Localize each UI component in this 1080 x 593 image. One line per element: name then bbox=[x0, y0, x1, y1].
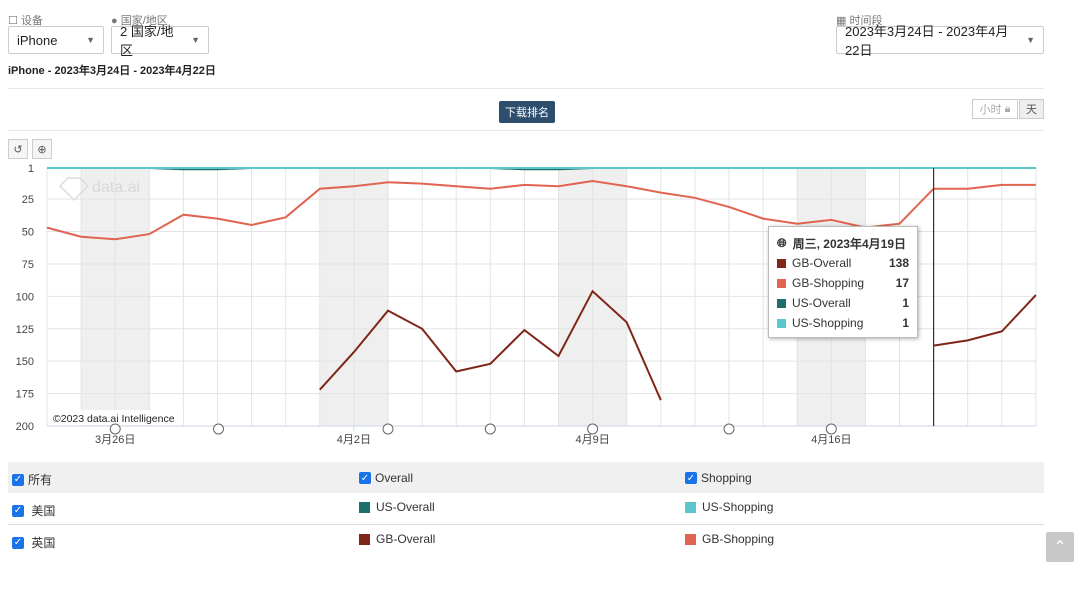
day-toggle-button[interactable]: 天 bbox=[1019, 99, 1044, 119]
lock-icon: 🔒︎ bbox=[1004, 102, 1011, 115]
watermark-logo-icon bbox=[58, 177, 90, 202]
device-icon: ☐ bbox=[8, 15, 18, 27]
region-select[interactable]: 2 国家/地区 ▼ bbox=[111, 24, 209, 58]
divider bbox=[8, 88, 1044, 89]
tooltip-row: GB-Shopping 17 bbox=[777, 273, 909, 293]
zoom-icon[interactable]: ⊕ bbox=[32, 139, 52, 159]
annotation-pin-icon bbox=[382, 423, 394, 435]
reset-icon[interactable]: ↺ bbox=[8, 139, 28, 159]
y-tick-label: 175 bbox=[16, 389, 34, 401]
region-label: ● 国家/地区 bbox=[111, 15, 168, 27]
globe-icon: ● bbox=[111, 15, 118, 27]
device-select[interactable]: iPhone ▼ bbox=[8, 26, 104, 54]
series-swatch bbox=[359, 501, 370, 513]
chevron-up-icon: ⌃ bbox=[1053, 539, 1067, 556]
series-swatch bbox=[777, 278, 786, 288]
y-tick-label: 150 bbox=[16, 356, 34, 368]
legend-overall-checkbox[interactable]: ✓ Overall bbox=[359, 471, 414, 485]
series-line-gb-overall bbox=[319, 289, 662, 401]
chart-subtitle: iPhone - 2023年3月24日 - 2023年4月22日 bbox=[8, 65, 216, 77]
y-tick-label: 1 bbox=[28, 163, 34, 175]
period-select-value: 2023年3月24日 - 2023年4月22日 bbox=[845, 24, 1009, 58]
tooltip-row: US-Shopping 1 bbox=[777, 313, 909, 333]
download-rank-button[interactable]: 下载排名 bbox=[499, 101, 555, 123]
legend-shopping-checkbox[interactable]: ✓ Shopping bbox=[685, 471, 752, 485]
region-select-value: 2 国家/地区 bbox=[120, 24, 174, 58]
annotation-pin-icon bbox=[723, 423, 735, 435]
annotation-pin-icon bbox=[825, 423, 837, 435]
x-tick-label: 4月2日 bbox=[337, 434, 371, 446]
checkbox-checked-icon: ✓ bbox=[359, 472, 371, 484]
checkbox-checked-icon: ✓ bbox=[12, 536, 24, 549]
legend-us-overall[interactable]: US-Overall bbox=[359, 500, 435, 514]
copyright-bg bbox=[48, 410, 183, 425]
legend-gb-overall[interactable]: GB-Overall bbox=[359, 532, 435, 546]
chevron-down-icon: ▼ bbox=[1026, 35, 1035, 45]
y-tick-label: 50 bbox=[22, 227, 34, 239]
x-tick-label: 3月26日 bbox=[95, 434, 135, 446]
tooltip-header: 🌐︎ 周三, 2023年4月19日 bbox=[777, 233, 909, 253]
annotation-pin-icon bbox=[484, 423, 496, 435]
legend-header-row bbox=[8, 462, 1044, 493]
x-tick-label: 4月9日 bbox=[575, 434, 609, 446]
checkbox-checked-icon: ✓ bbox=[12, 473, 24, 486]
legend-us-shopping[interactable]: US-Shopping bbox=[685, 500, 773, 514]
legend-us-checkbox[interactable]: ✓ 美国 bbox=[12, 504, 56, 518]
y-tick-label: 200 bbox=[16, 421, 34, 433]
x-tick-label: 4月16日 bbox=[811, 434, 851, 446]
copyright-text: ©2023 data.ai Intelligence bbox=[53, 413, 175, 425]
tooltip-date: 周三, 2023年4月19日 bbox=[792, 236, 906, 251]
series-swatch bbox=[777, 298, 786, 308]
legend-all-checkbox[interactable]: ✓ 所有 bbox=[12, 473, 53, 487]
legend-gb-shopping[interactable]: GB-Shopping bbox=[685, 532, 774, 546]
y-tick-label: 75 bbox=[22, 259, 34, 271]
series-swatch bbox=[777, 318, 786, 328]
annotation-pin-icon bbox=[213, 423, 224, 435]
scroll-to-top-button[interactable]: ⌃ bbox=[1046, 532, 1074, 562]
y-tick-label: 25 bbox=[22, 194, 34, 206]
divider bbox=[8, 524, 1044, 525]
globe-icon: 🌐︎ bbox=[777, 235, 787, 250]
tooltip-row: US-Overall 1 bbox=[777, 293, 909, 313]
series-swatch bbox=[777, 258, 786, 268]
watermark-text: data.ai bbox=[92, 179, 140, 196]
annotation-pin-icon bbox=[587, 423, 599, 435]
annotation-pin-icon bbox=[109, 423, 121, 435]
series-line-gb-overall bbox=[933, 294, 1037, 347]
y-tick-label: 125 bbox=[16, 324, 34, 336]
series-swatch bbox=[685, 533, 696, 545]
checkbox-checked-icon: ✓ bbox=[12, 504, 24, 517]
chevron-down-icon: ▼ bbox=[86, 35, 95, 45]
device-label: ☐ 设备 bbox=[8, 15, 43, 27]
period-label: ▦ 时间段 bbox=[836, 15, 883, 27]
calendar-icon: ▦ bbox=[836, 15, 847, 27]
device-select-value: iPhone bbox=[17, 32, 58, 48]
hour-toggle-button[interactable]: 小时 🔒︎ bbox=[972, 99, 1018, 119]
series-swatch bbox=[359, 533, 370, 545]
tooltip-row: GB-Overall 138 bbox=[777, 253, 909, 273]
checkbox-checked-icon: ✓ bbox=[685, 472, 697, 484]
chart-tooltip: 🌐︎ 周三, 2023年4月19日 GB-Overall 138 GB-Shoppi… bbox=[768, 226, 918, 338]
y-tick-label: 100 bbox=[16, 291, 34, 303]
divider bbox=[8, 130, 1044, 131]
period-select[interactable]: 2023年3月24日 - 2023年4月22日 ▼ bbox=[836, 24, 1044, 58]
series-swatch bbox=[685, 501, 696, 513]
legend-gb-checkbox[interactable]: ✓ 英国 bbox=[12, 536, 56, 550]
chevron-down-icon: ▼ bbox=[191, 35, 200, 45]
